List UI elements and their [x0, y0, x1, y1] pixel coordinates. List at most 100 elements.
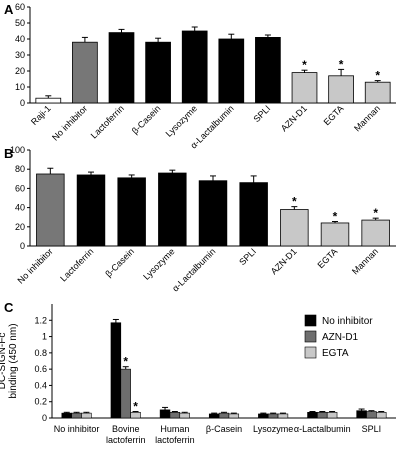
bar	[145, 41, 171, 104]
bar	[36, 173, 65, 247]
significance-mark: *	[123, 355, 128, 369]
y-tick-label: 30	[15, 50, 25, 60]
x-tick-label: Lactoferrin	[89, 103, 126, 140]
error-bar	[378, 410, 385, 413]
bar	[169, 411, 181, 419]
x-tick-label: Lysozyme	[141, 246, 176, 281]
error-bar	[128, 174, 135, 178]
y-tick-label: 0.8	[34, 348, 47, 358]
x-tick-label: Lysozyme	[164, 103, 199, 138]
bar	[181, 30, 208, 104]
bar	[208, 413, 220, 419]
bar	[81, 412, 92, 419]
error-bar	[250, 175, 257, 183]
bar	[356, 410, 367, 419]
significance-mark: *	[375, 69, 380, 83]
bar	[320, 222, 350, 247]
error-bar	[291, 206, 298, 210]
bar	[71, 412, 82, 419]
y-axis-label: binding (450 nm)	[8, 323, 19, 398]
bar	[277, 413, 289, 419]
x-tick-label: lactoferrin	[155, 435, 195, 445]
error-bar	[162, 406, 169, 410]
x-tick-label: β-Casein	[206, 424, 242, 434]
error-bar	[264, 34, 271, 38]
panel-label: C	[4, 300, 14, 315]
error-bar	[374, 80, 381, 83]
legend-swatch	[304, 314, 317, 327]
error-bar	[279, 412, 286, 414]
y-tick-label: 40	[15, 203, 25, 213]
y-axis-label: Binding (%)	[0, 29, 1, 81]
x-tick-label: Mannan	[352, 103, 382, 133]
significance-mark: *	[302, 58, 307, 72]
x-tick-label: α-Lactalbumin	[294, 424, 351, 434]
bar	[108, 32, 135, 104]
bar	[120, 368, 131, 419]
bar	[61, 412, 72, 419]
error-bar	[329, 410, 336, 413]
legend-label: No inhibitor	[322, 316, 373, 327]
error-bar	[181, 411, 188, 414]
x-tick-label: No inhibitor	[50, 103, 89, 142]
error-bar	[73, 411, 80, 414]
bar	[35, 97, 62, 104]
error-bar	[221, 411, 227, 414]
y-tick-label: 100	[10, 145, 25, 155]
y-tick-label: 10	[15, 82, 25, 92]
y-tick-label: 40	[15, 34, 25, 44]
error-bar	[358, 408, 365, 411]
y-tick-label: 60	[15, 2, 25, 12]
bar	[198, 180, 228, 247]
bar	[376, 411, 387, 419]
x-tick-label: Mannan	[350, 246, 380, 276]
x-tick-label: Raji-1	[29, 103, 53, 127]
y-tick-label: 80	[15, 164, 25, 174]
error-bar	[191, 26, 198, 31]
significance-mark: *	[292, 195, 297, 209]
error-bar	[63, 411, 70, 414]
error-bar	[319, 410, 326, 413]
legend-label: EGTA	[322, 348, 349, 359]
bar	[239, 182, 268, 247]
y-tick-label: 1.2	[34, 315, 47, 325]
error-bar	[155, 37, 162, 43]
x-tick-label: No inhibitor	[15, 246, 54, 285]
error-bar	[45, 95, 52, 99]
bar	[110, 322, 122, 419]
bar	[366, 411, 377, 419]
bar	[159, 409, 171, 419]
y-tick-label: 20	[15, 222, 25, 232]
error-bar	[47, 167, 54, 174]
y-axis-label: DC-SIGN-Fc	[0, 333, 8, 390]
error-bar	[118, 28, 125, 33]
bar	[158, 172, 187, 247]
bar	[72, 41, 98, 104]
error-bar	[112, 318, 119, 323]
significance-mark: *	[333, 210, 338, 224]
panel-label: A	[4, 2, 14, 17]
bar	[228, 413, 240, 419]
error-bar	[332, 221, 338, 223]
y-tick-label: 0	[20, 98, 25, 108]
error-bar	[372, 217, 379, 221]
bar	[307, 411, 318, 419]
bar	[76, 174, 106, 247]
bar	[258, 413, 269, 419]
error-bar	[88, 171, 94, 175]
legend-swatch	[304, 346, 317, 359]
error-bar	[368, 410, 375, 412]
x-tick-label: SPLI	[362, 424, 382, 434]
x-tick-label: AZN-D1	[279, 103, 309, 133]
error-bar	[81, 36, 88, 43]
x-tick-label: Human	[160, 424, 189, 434]
x-tick-label: lactoferrin	[106, 435, 146, 445]
error-bar	[132, 410, 139, 413]
bar	[280, 209, 309, 247]
x-tick-label: β-Casein	[130, 103, 163, 136]
y-axis-label: Binding (%)	[0, 172, 1, 224]
error-bar	[83, 411, 90, 414]
error-bar	[270, 412, 277, 414]
significance-mark: *	[373, 206, 378, 220]
